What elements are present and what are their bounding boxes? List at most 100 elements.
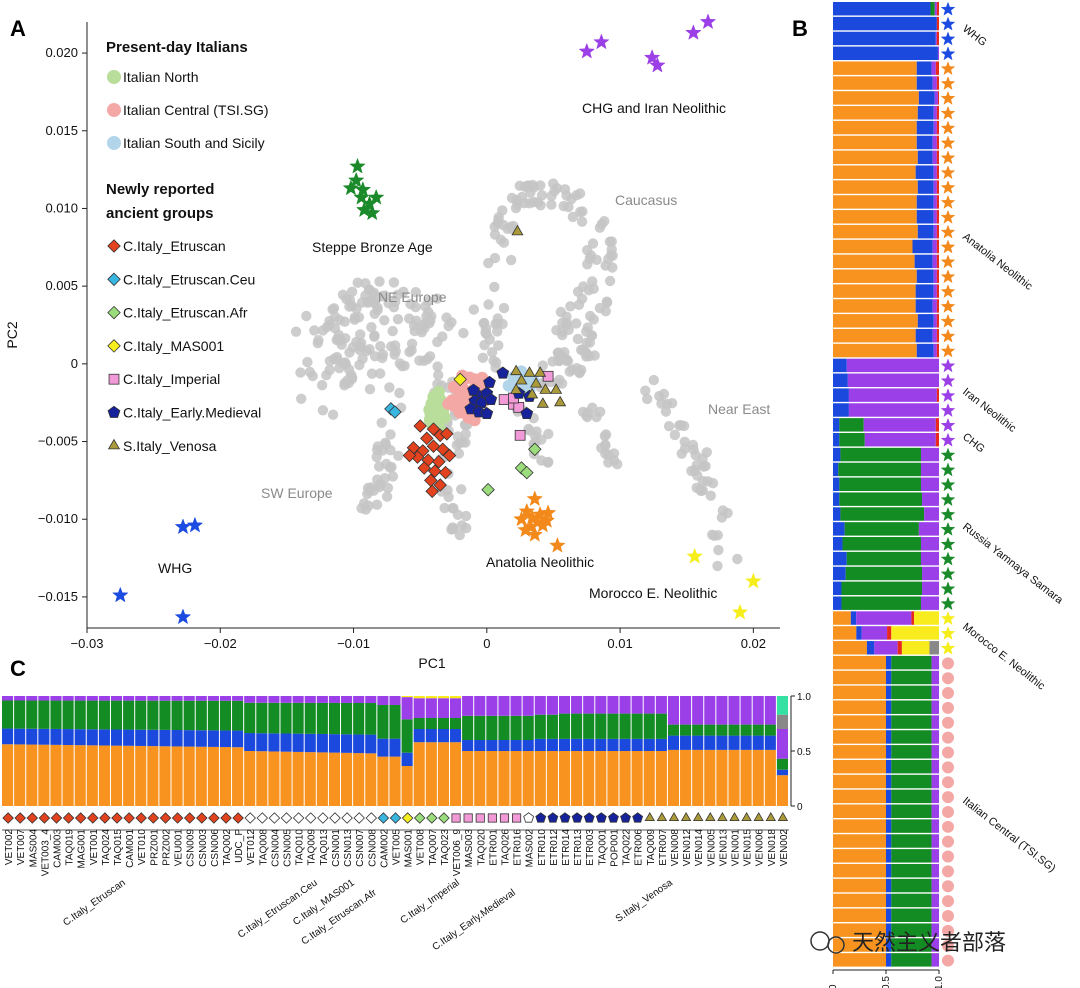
- c-segment-blue: [26, 728, 38, 745]
- x-tick-label: 0.02: [741, 636, 766, 651]
- reference-point: [442, 485, 453, 496]
- b-segment-purple: [922, 566, 939, 581]
- reference-point: [577, 344, 589, 355]
- b-segment-purple: [934, 2, 937, 16]
- reference-point: [371, 499, 383, 510]
- b-segment-purple: [920, 477, 939, 492]
- c-segment-orange: [655, 751, 667, 806]
- c-segment-orange: [667, 749, 680, 806]
- reference-point: [573, 299, 585, 310]
- reference-point: [374, 276, 385, 287]
- c-segment-blue: [304, 733, 316, 753]
- admixture-panel-c: 0 0.5 1.0 VET002 VET007 MAS004 VET003_4 CAM003…: [2, 692, 811, 953]
- c-sample-label: TAQ013: [319, 829, 330, 866]
- c-segment-blue: [534, 738, 546, 751]
- reference-point: [307, 370, 318, 382]
- reference-point: [498, 302, 510, 314]
- reference-point: [600, 429, 612, 440]
- b-row-marker: [942, 791, 954, 804]
- c-segment-orange: [764, 749, 776, 806]
- reference-point: [705, 490, 716, 501]
- c-segment-blue: [619, 738, 631, 751]
- b-segment-red: [935, 61, 939, 75]
- point-c-italy-etruscan: [402, 448, 417, 463]
- c-segment-teal: [776, 696, 788, 715]
- reference-point: [536, 434, 547, 445]
- y-tick-label: −0.010: [38, 511, 78, 526]
- c-sample-marker: [620, 812, 631, 823]
- reference-point: [379, 315, 390, 326]
- b-row-marker: [942, 672, 954, 685]
- point-c-italy-etruscan: [417, 461, 431, 475]
- reference-point: [555, 306, 567, 318]
- b-segment-red: [911, 611, 915, 625]
- c-segment-blue: [583, 738, 595, 751]
- c-segment-purple: [50, 696, 62, 701]
- legend-label-italian-south: Italian South and Sicily: [123, 135, 265, 151]
- b-group-label-iran: Iran Neolithic: [960, 386, 1018, 435]
- c-segment-blue: [740, 735, 752, 750]
- b-segment-green: [839, 477, 921, 492]
- c-segment-orange: [583, 751, 595, 806]
- b-segment-red: [936, 224, 939, 239]
- b-segment-red: [936, 150, 939, 165]
- c-tick-label: 0: [797, 802, 803, 813]
- c-segment-yellow: [401, 696, 413, 698]
- b-segment-purple: [924, 507, 939, 521]
- b-tick-label: 0: [828, 984, 839, 988]
- reference-point: [296, 393, 307, 404]
- c-segment-purple: [764, 696, 776, 725]
- c-sample-label: VET008: [416, 829, 427, 866]
- b-segment-red: [936, 388, 939, 402]
- legend-label-italian-central: Italian Central (TSI.SG): [123, 102, 269, 118]
- b-segment-green: [891, 953, 932, 967]
- point-steppe-bronze-age: [353, 188, 370, 205]
- b-segment-purple: [933, 195, 937, 209]
- b-axis: 0 0.5 1.0: [828, 969, 945, 988]
- italian-south-point: [508, 372, 521, 385]
- b-segment-purple: [931, 715, 939, 729]
- c-segment-orange: [595, 751, 607, 806]
- b-segment-blue: [886, 834, 892, 848]
- b-segment-yellow: [901, 641, 930, 655]
- reference-point: [369, 331, 380, 342]
- b-segment-green: [844, 522, 919, 536]
- c-segment-yellow: [425, 696, 437, 699]
- b-segment-orange: [833, 61, 917, 75]
- legend-swatch-s-italy-venosa: [107, 438, 121, 450]
- point-steppe-bronze-age: [363, 204, 381, 221]
- reference-point: [424, 351, 436, 362]
- c-sample-label: ETR016: [513, 829, 524, 866]
- c-segment-orange: [353, 753, 365, 806]
- b-segment-blue: [866, 641, 875, 655]
- c-segment-green: [123, 700, 135, 730]
- b-row-marker: [940, 477, 956, 492]
- b-segment-blue: [886, 849, 892, 863]
- c-segment-blue: [256, 733, 268, 752]
- point-anatolia-neolithic: [513, 510, 530, 527]
- c-segment-green: [219, 700, 232, 731]
- reference-point: [290, 326, 302, 337]
- b-segment-blue: [886, 938, 892, 952]
- reference-point: [511, 194, 522, 206]
- c-group-label-etruscan: C.Italy_Etruscan: [61, 877, 127, 928]
- c-segment-orange: [171, 746, 183, 806]
- b-segment-purple: [935, 31, 937, 46]
- b-row-marker: [940, 165, 956, 180]
- reference-point: [563, 201, 574, 213]
- c-segment-blue: [522, 740, 534, 751]
- group-label-morocco: Morocco E. Neolithic: [589, 585, 717, 601]
- reference-point: [446, 317, 457, 328]
- reference-point: [596, 218, 607, 230]
- c-segment-green: [449, 718, 462, 729]
- legend-title-present: Present-day Italians: [106, 39, 248, 56]
- b-segment-purple: [933, 210, 937, 224]
- c-sample-label: VEN012: [682, 829, 693, 867]
- reference-point: [658, 388, 670, 400]
- c-segment-green: [631, 713, 643, 739]
- b-segment-blue: [850, 611, 857, 625]
- b-row-marker: [942, 954, 954, 967]
- c-segment-orange: [183, 746, 195, 806]
- c-sample-marker: [475, 813, 485, 823]
